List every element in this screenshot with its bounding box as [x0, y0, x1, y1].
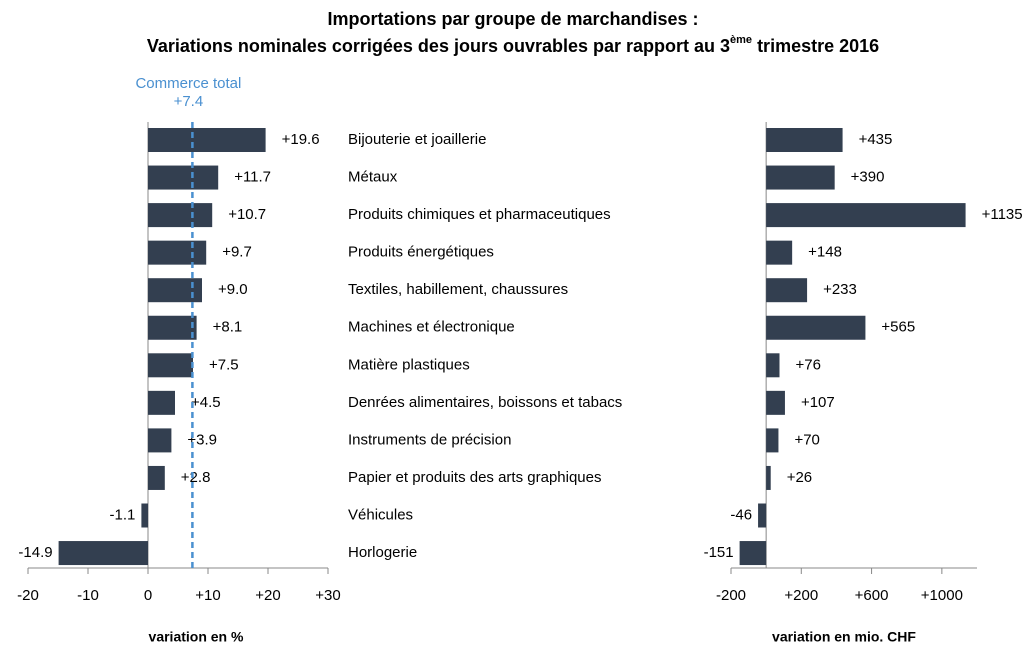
bar [766, 315, 866, 340]
value-label: +148 [808, 244, 842, 261]
value-label: +11.7 [234, 169, 271, 186]
x-axis-label: variation en % [149, 629, 244, 645]
value-label: +1135 [982, 206, 1023, 223]
category-label: Horlogerie [348, 544, 417, 561]
bar [766, 278, 808, 303]
value-label: +8.1 [213, 319, 243, 336]
category-label: Instruments de précision [348, 431, 511, 448]
value-label: +19.6 [282, 131, 320, 148]
x-tick-label: +200 [784, 587, 818, 604]
bar [766, 203, 966, 228]
x-tick-label: -10 [77, 587, 99, 604]
value-label: +7.5 [209, 356, 239, 373]
bar [766, 165, 835, 190]
category-label: Textiles, habillement, chaussures [348, 281, 568, 298]
value-label: -14.9 [18, 544, 52, 561]
bar [148, 203, 213, 228]
x-tick-label: +30 [315, 587, 340, 604]
bar [148, 315, 197, 340]
value-label: +9.7 [222, 244, 252, 261]
bar [58, 541, 148, 566]
bar [148, 278, 202, 303]
category-label: Papier et produits des arts graphiques [348, 469, 601, 486]
x-tick-label: -20 [17, 587, 39, 604]
reference-value: +7.4 [174, 93, 204, 110]
subtitle-text: trimestre 2016 [752, 36, 879, 56]
value-label: -46 [730, 506, 752, 523]
value-label: +390 [851, 169, 885, 186]
bar [766, 465, 771, 490]
x-tick-label: +1000 [921, 587, 963, 604]
bar [148, 390, 175, 415]
value-label: +2.8 [181, 469, 211, 486]
bar [148, 465, 165, 490]
category-label: Machines et électronique [348, 319, 515, 336]
value-label: +76 [795, 356, 820, 373]
bar [739, 541, 767, 566]
bar [148, 128, 266, 152]
bar [148, 165, 219, 190]
category-label: Produits énergétiques [348, 244, 494, 261]
category-label: Matière plastiques [348, 356, 470, 373]
value-label: +4.5 [191, 394, 221, 411]
bar [148, 240, 207, 265]
bar [758, 503, 767, 528]
bar [766, 240, 793, 265]
value-label: +70 [794, 431, 819, 448]
value-label: +10.7 [228, 206, 266, 223]
value-label: -1.1 [110, 506, 136, 523]
value-label: +233 [823, 281, 857, 298]
category-label: Bijouterie et joaillerie [348, 131, 486, 148]
bar [766, 390, 785, 415]
value-label: +3.9 [187, 431, 217, 448]
x-tick-label: -200 [716, 587, 746, 604]
value-label: +565 [881, 319, 915, 336]
bar [766, 428, 779, 453]
reference-label: Commerce total [135, 75, 241, 92]
x-axis-label: variation en mio. CHF [772, 629, 916, 645]
category-label: Produits chimiques et pharmaceutiques [348, 206, 611, 223]
value-label: +26 [787, 469, 812, 486]
value-label: +435 [859, 131, 893, 148]
value-label: +9.0 [218, 281, 248, 298]
x-tick-label: +20 [255, 587, 280, 604]
chart-subtitle: Variations nominales corrigées des jours… [147, 34, 879, 56]
value-label: -151 [704, 544, 734, 561]
subtitle-text: Variations nominales corrigées des jours… [147, 36, 730, 56]
bar [766, 353, 780, 378]
bar [141, 503, 148, 528]
category-label: Denrées alimentaires, boissons et tabacs [348, 394, 622, 411]
x-tick-label: +10 [195, 587, 220, 604]
category-label: Métaux [348, 169, 398, 186]
value-label: +107 [801, 394, 835, 411]
bar [148, 428, 172, 453]
subtitle-sup: ème [730, 34, 752, 46]
x-tick-label: 0 [144, 587, 152, 604]
chart-title: Importations par groupe de marchandises … [327, 9, 698, 29]
bar [148, 353, 193, 378]
category-label: Véhicules [348, 506, 413, 523]
x-tick-label: +600 [855, 587, 889, 604]
bar [766, 128, 843, 152]
